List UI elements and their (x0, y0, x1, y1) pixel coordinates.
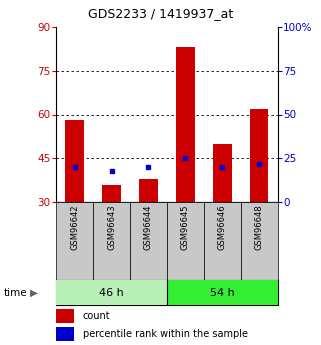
Bar (56, 202, 93, 280)
Text: GSM96645: GSM96645 (181, 204, 190, 250)
Bar (56, 309, 74, 323)
Bar (250, 109, 268, 202)
Bar (213, 144, 231, 202)
Bar (93, 202, 130, 280)
Bar (139, 179, 158, 202)
Text: GSM96646: GSM96646 (218, 204, 227, 250)
Bar (241, 202, 278, 280)
Bar (102, 185, 121, 202)
Bar (56, 280, 167, 305)
Text: GSM96642: GSM96642 (70, 204, 79, 250)
Bar (130, 202, 167, 280)
Bar (167, 280, 278, 305)
Bar (56, 327, 74, 341)
Text: GSM96648: GSM96648 (255, 204, 264, 250)
Bar (176, 47, 195, 202)
Text: 54 h: 54 h (210, 287, 235, 297)
Text: ▶: ▶ (30, 287, 38, 297)
Text: GSM96644: GSM96644 (144, 204, 153, 250)
Bar (167, 202, 204, 280)
Text: time: time (3, 287, 27, 297)
Text: GSM96643: GSM96643 (107, 204, 116, 250)
Text: count: count (83, 311, 110, 321)
Text: percentile rank within the sample: percentile rank within the sample (83, 329, 248, 339)
Text: GDS2233 / 1419937_at: GDS2233 / 1419937_at (88, 7, 233, 20)
Text: 46 h: 46 h (99, 287, 124, 297)
Bar (204, 202, 241, 280)
Bar (65, 120, 84, 202)
